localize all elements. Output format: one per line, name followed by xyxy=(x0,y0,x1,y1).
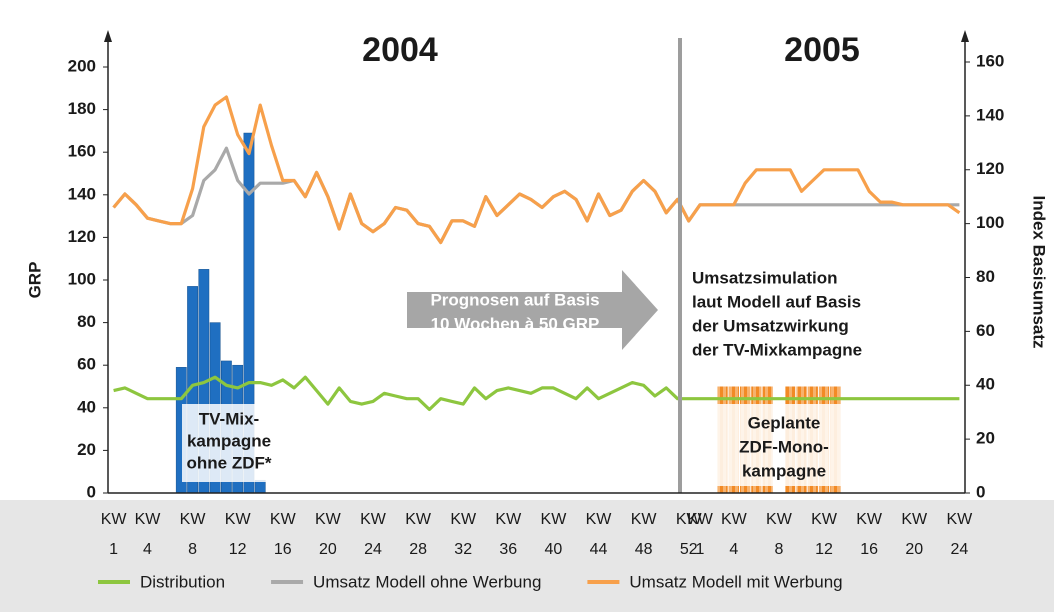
legend-label: Umsatz Modell mit Werbung xyxy=(629,572,842,591)
plot-background xyxy=(0,0,1054,500)
x-tick-label: KW 24 xyxy=(360,511,386,558)
y2-tick-label: 20 xyxy=(976,429,995,448)
x-tick-label: KW 1 xyxy=(687,511,713,558)
x-tick-label: KW 36 xyxy=(495,511,522,558)
legend-label: Distribution xyxy=(140,572,225,591)
y-tick-label: 0 xyxy=(87,482,96,501)
x-tick-label: KW 24 xyxy=(946,511,973,558)
annotation-text: Geplante xyxy=(748,413,821,432)
y-tick-label: 80 xyxy=(77,312,96,331)
x-tick-label: KW 40 xyxy=(540,511,567,558)
annotation-text: Umsatzsimulation xyxy=(692,268,837,287)
y-tick-label: 180 xyxy=(68,99,96,118)
y2-axis-label: Index Basisumsatz xyxy=(1030,195,1049,348)
x-tick-label: KW 32 xyxy=(450,511,477,558)
line xyxy=(112,95,961,245)
year-title: 2005 xyxy=(784,31,860,69)
y-axis-arrow xyxy=(104,30,112,42)
annotation-text: laut Modell auf Basis xyxy=(692,292,861,311)
y-tick-label: 160 xyxy=(68,142,96,161)
bar xyxy=(254,479,266,494)
legend-label: Umsatz Modell ohne Werbung xyxy=(313,572,541,591)
x-tick-label: KW 16 xyxy=(269,511,296,558)
x-tick-label: KW 8 xyxy=(179,511,206,558)
y-tick-label: 200 xyxy=(68,56,96,75)
y2-tick-label: 40 xyxy=(976,375,995,394)
x-tick-label: KW 16 xyxy=(856,511,883,558)
annotation-text: ohne ZDF* xyxy=(187,453,272,472)
annotation-text: ZDF-Mono- xyxy=(739,437,829,456)
x-tick-label: KW 48 xyxy=(630,511,657,558)
annotation-text: kampagne xyxy=(742,461,826,480)
year-title: 2004 xyxy=(362,31,438,69)
x-tick-label: KW 44 xyxy=(585,511,612,558)
y2-axis-arrow xyxy=(961,30,969,42)
annotation-text: der Umsatzwirkung xyxy=(692,316,849,335)
footer-background xyxy=(0,500,1054,612)
y2-tick-label: 100 xyxy=(976,213,1004,232)
y2-tick-label: 120 xyxy=(976,159,1004,178)
y2-tick-label: 140 xyxy=(976,105,1004,124)
y-tick-label: 120 xyxy=(68,227,96,246)
annotation-box xyxy=(717,404,851,486)
x-tick-label: KW 12 xyxy=(224,511,251,558)
x-tick-label: KW 20 xyxy=(901,511,928,558)
y-tick-label: 60 xyxy=(77,355,96,374)
y-tick-label: 100 xyxy=(68,269,96,288)
y-tick-label: 40 xyxy=(77,397,96,416)
x-tick-label: KW 1 xyxy=(100,511,127,558)
annotations: Prognosen auf Basis 10 Wochen à 50 GRP Ums… xyxy=(182,268,862,486)
legend: Distribution Umsatz Modell ohne Werbung Um… xyxy=(98,572,843,591)
annotation-text: kampagne xyxy=(187,431,271,450)
y-tick-label: 20 xyxy=(77,440,96,459)
y2-tick-label: 0 xyxy=(976,482,985,501)
y-axis-label: GRP xyxy=(25,262,44,299)
annotation-text: der TV-Mixkampagne xyxy=(692,340,862,359)
x-tick-label: KW 20 xyxy=(314,511,341,558)
x-tick-label: KW 12 xyxy=(811,511,837,558)
x-tick-label: KW 4 xyxy=(720,511,747,558)
annotation-box xyxy=(182,404,277,482)
y2-tick-label: 160 xyxy=(976,51,1004,70)
forecast-arrow xyxy=(407,270,658,350)
annotation-text: 10 Wochen à 50 GRP xyxy=(431,314,600,333)
x-tick-label: KW 4 xyxy=(134,511,161,558)
y-tick-label: 140 xyxy=(68,184,96,203)
line xyxy=(113,375,960,412)
y2-tick-label: 60 xyxy=(976,321,995,340)
annotation-text: Prognosen auf Basis xyxy=(430,290,599,309)
x-tick-label: KW 52 xyxy=(675,511,702,558)
x-tick-label: KW 28 xyxy=(405,511,431,558)
x-tick-label: KW 8 xyxy=(766,511,792,558)
y2-tick-label: 80 xyxy=(976,267,995,286)
annotation-text: TV-Mix- xyxy=(199,409,259,428)
